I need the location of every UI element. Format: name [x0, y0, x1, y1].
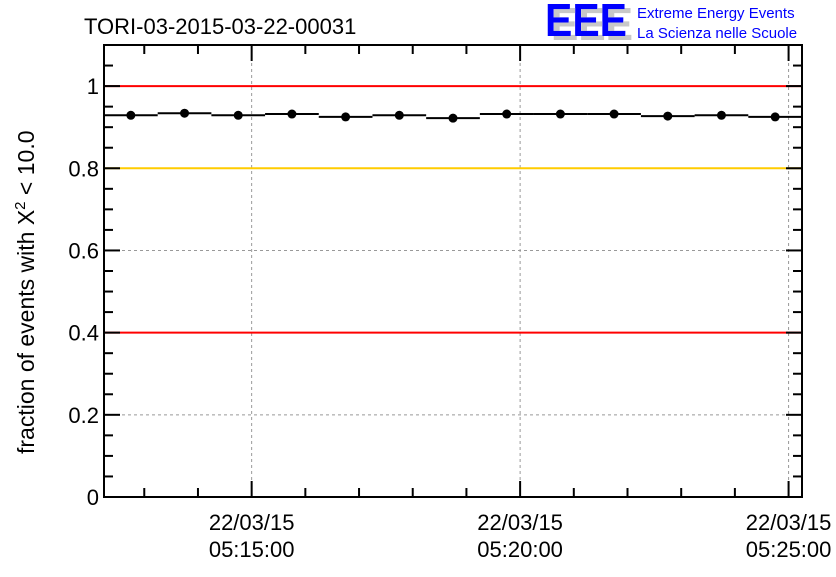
data-point [180, 108, 190, 118]
data-point [448, 113, 458, 123]
x-tick-date: 22/03/15 [209, 510, 295, 535]
data-point [394, 110, 404, 120]
data-point [663, 111, 673, 121]
y-tick-label: 1 [87, 74, 99, 99]
plot-frame [103, 44, 803, 498]
y-tick-label: 0.4 [68, 321, 99, 346]
reference-lines [104, 85, 802, 334]
data-point [126, 110, 136, 120]
y-tick-label: 0.6 [68, 238, 99, 263]
x-tick-date: 22/03/15 [746, 510, 832, 535]
axis-ticks: 00.20.40.60.8122/03/1505:15:0022/03/1505… [68, 44, 832, 562]
eee-logo: EEE Extreme Energy Events La Scienza nel… [545, 0, 797, 46]
data-series [104, 108, 802, 123]
data-point [770, 112, 780, 122]
y-tick-label: 0 [87, 485, 99, 510]
x-tick-time: 05:15:00 [209, 537, 295, 562]
data-point [609, 109, 619, 119]
chart-title: TORI-03-2015-03-22-00031 [84, 14, 356, 39]
data-point [341, 112, 351, 122]
data-point [555, 109, 565, 119]
data-point [287, 109, 297, 119]
x-tick-time: 05:20:00 [477, 537, 563, 562]
x-tick-time: 05:25:00 [746, 537, 832, 562]
logo-letters: EEE [545, 0, 627, 46]
x-tick-date: 22/03/15 [477, 510, 563, 535]
logo-line1: Extreme Energy Events [637, 5, 795, 22]
data-point [502, 109, 512, 119]
data-point [716, 110, 726, 120]
logo-line2: La Scienza nelle Scuole [637, 25, 797, 42]
y-tick-label: 0.8 [68, 156, 99, 181]
y-tick-label: 0.2 [68, 403, 99, 428]
data-point [233, 110, 243, 120]
y-axis-label: fraction of events with X2 < 10.0 [12, 130, 39, 454]
